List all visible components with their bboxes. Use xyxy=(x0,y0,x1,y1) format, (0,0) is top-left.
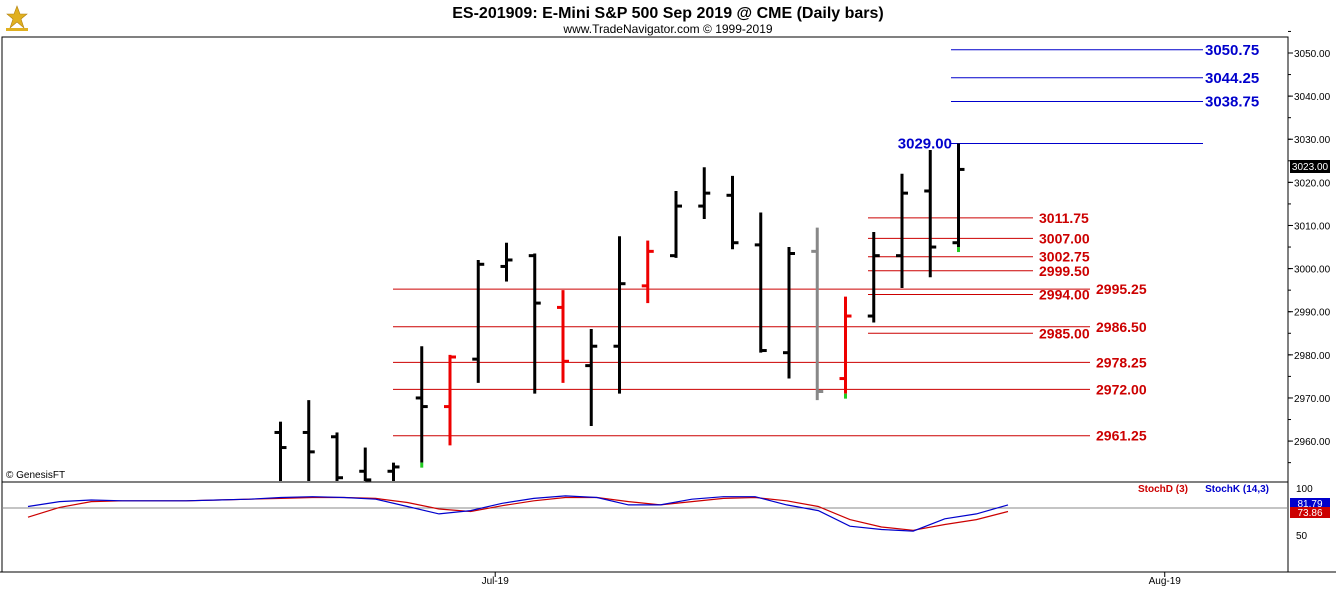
ohlc-bar xyxy=(839,296,852,394)
ohlc-bar xyxy=(415,346,428,463)
level-label: 3029.00 xyxy=(898,136,952,153)
price-label: 3023.00 xyxy=(1292,162,1329,173)
ohlc-bar xyxy=(444,354,456,446)
y-tick-label: 3020.00 xyxy=(1294,178,1331,189)
ohlc-bar xyxy=(698,167,711,220)
ohlc-bar xyxy=(811,227,824,401)
stochd-value-box xyxy=(1290,507,1330,518)
stoch-tick-50: 50 xyxy=(1296,531,1308,542)
level-label: 2994.00 xyxy=(1039,286,1090,302)
ohlc-bar xyxy=(472,259,485,383)
ohlc-bar xyxy=(867,231,880,323)
ohlc-bar xyxy=(783,247,795,379)
ohlc-bar xyxy=(557,290,569,383)
level-label: 2986.50 xyxy=(1096,319,1147,335)
level-label: 2978.25 xyxy=(1096,354,1147,370)
ohlc-bar xyxy=(641,240,654,304)
stochk-value-box xyxy=(1290,498,1330,509)
ohlc-bar xyxy=(585,328,598,426)
ohlc-bar xyxy=(670,190,682,258)
stochd-value: 73.86 xyxy=(1297,508,1322,519)
level-label: 2995.25 xyxy=(1096,281,1147,297)
stoch-tick-100: 100 xyxy=(1296,484,1313,495)
ohlc-bar xyxy=(528,253,541,394)
ohlc-bar xyxy=(500,242,513,282)
level-label: 3011.75 xyxy=(1039,210,1089,226)
signal-marker xyxy=(420,462,424,468)
stochd-line xyxy=(27,496,1009,531)
levels-layer: 3050.75 3044.25 3038.75 3029.00 3011.75 3007.… xyxy=(393,42,1259,444)
price-label-box xyxy=(1290,160,1330,173)
ohlc-bar xyxy=(387,462,400,481)
ohlc-bar xyxy=(274,421,287,481)
y-tick-label: 3030.00 xyxy=(1294,135,1331,146)
ohlc-bar xyxy=(359,447,372,482)
stochk-label: StochK (14,3) xyxy=(1205,484,1269,495)
stochk-line xyxy=(27,495,1009,532)
stochd-label: StochD (3) xyxy=(1138,484,1188,495)
chart-subtitle: www.TradeNavigator.com © 1999-2019 xyxy=(562,22,772,36)
ohlc-bar xyxy=(754,212,767,353)
y-tick-label: 2970.00 xyxy=(1294,394,1331,405)
signal-marker xyxy=(957,247,960,253)
ohlc-bar xyxy=(726,175,739,250)
y-tick-label: 3010.00 xyxy=(1294,221,1331,232)
level-label: 3038.75 xyxy=(1205,94,1259,111)
y-axis: 3050.00 3040.00 3030.00 3020.00 3010.00 3000.… xyxy=(1288,30,1331,464)
level-label: 3007.00 xyxy=(1039,230,1090,246)
chart-title: ES-201909: E-Mini S&P 500 Sep 2019 @ CME… xyxy=(452,5,883,22)
x-tick-label: Jul-19 xyxy=(482,576,510,587)
ohlc-bar xyxy=(924,150,937,278)
bars-layer xyxy=(274,143,965,482)
level-label: 2985.00 xyxy=(1039,325,1090,341)
logo-icon xyxy=(4,5,30,31)
ohlc-bar xyxy=(896,173,908,289)
x-axis: Jul-19 Aug-19 xyxy=(482,572,1182,587)
ohlc-bar xyxy=(613,236,626,394)
level-label: 2961.25 xyxy=(1096,428,1147,444)
watermark: © GenesisFT xyxy=(6,470,65,481)
y-tick-label: 2980.00 xyxy=(1294,351,1331,362)
level-label: 2972.00 xyxy=(1096,381,1147,397)
stochk-value: 81.79 xyxy=(1297,499,1322,510)
x-tick-label: Aug-19 xyxy=(1149,576,1182,587)
y-tick-label: 2990.00 xyxy=(1294,308,1331,319)
stochastic-layer xyxy=(2,495,1288,532)
level-label: 3044.25 xyxy=(1205,70,1259,87)
y-tick-label: 3040.00 xyxy=(1294,92,1331,103)
level-label: 3050.75 xyxy=(1205,42,1259,59)
ohlc-bar xyxy=(331,432,343,481)
level-label: 3002.75 xyxy=(1039,249,1090,265)
level-label: 2999.50 xyxy=(1039,263,1090,279)
y-tick-label: 3050.00 xyxy=(1294,49,1331,60)
ohlc-bar xyxy=(952,143,965,248)
y-tick-label: 2960.00 xyxy=(1294,437,1331,448)
y-tick-label: 3000.00 xyxy=(1294,265,1331,276)
price-panel xyxy=(1,36,1289,483)
signal-marker xyxy=(844,393,847,399)
indicator-panel xyxy=(1,481,1289,573)
ohlc-bar xyxy=(302,400,315,481)
